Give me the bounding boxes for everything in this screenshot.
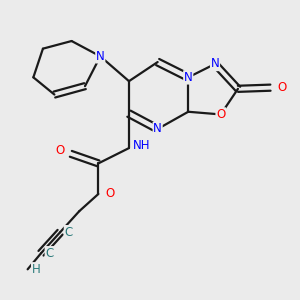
Text: C: C (64, 226, 73, 239)
Text: H: H (32, 263, 40, 276)
Text: N: N (153, 122, 162, 136)
Text: O: O (105, 188, 115, 200)
Text: N: N (184, 71, 193, 84)
Text: O: O (277, 81, 286, 94)
Text: O: O (216, 108, 225, 121)
Text: O: O (56, 143, 65, 157)
Text: C: C (45, 247, 54, 260)
Text: N: N (96, 50, 105, 63)
Text: N: N (211, 58, 219, 70)
Text: NH: NH (133, 139, 150, 152)
